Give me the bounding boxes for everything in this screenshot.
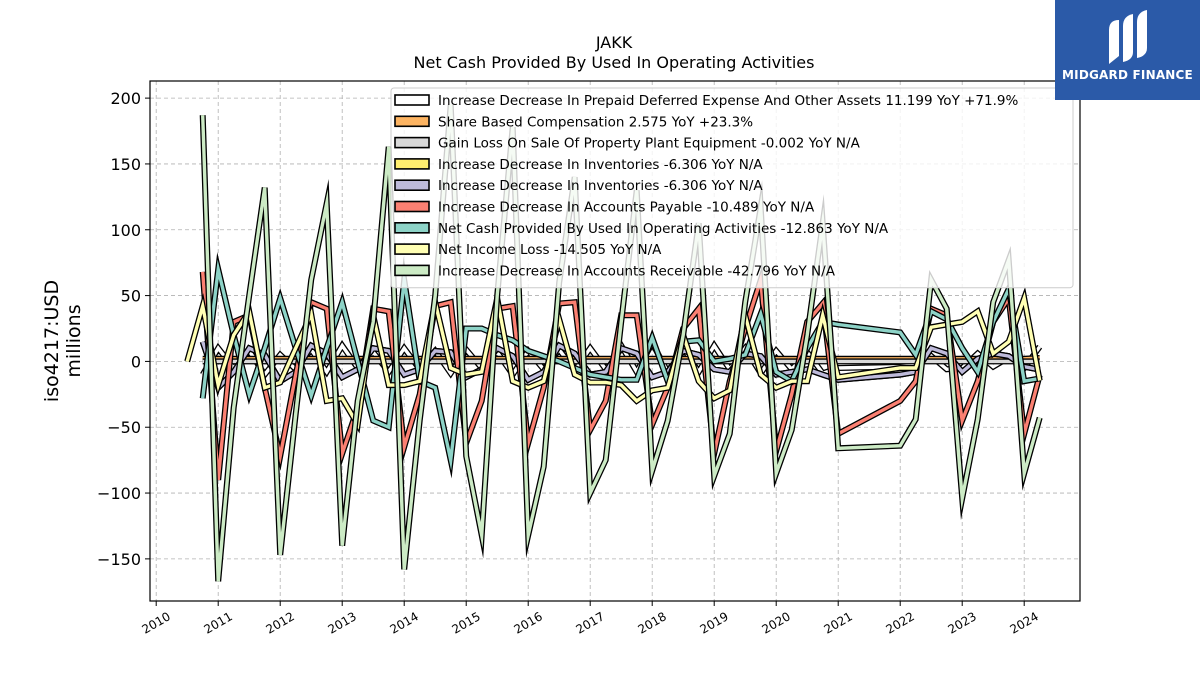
legend-label: Net Income Loss -14.505 YoY N/A: [438, 242, 662, 258]
legend-item: Increase Decrease In Inventories -6.306 …: [394, 157, 763, 173]
y-axis-label: iso4217:USDmillions: [41, 280, 85, 402]
legend-label: Increase Decrease In Accounts Receivable…: [438, 263, 836, 279]
chart-subtitle: Net Cash Provided By Used In Operating A…: [414, 53, 815, 72]
y-axis-label-line: iso4217:USD: [41, 280, 63, 402]
series-9: [199, 104, 1043, 582]
midgard-finance-logo: MIDGARD FINANCE: [1055, 0, 1200, 100]
y-tick-label: 100: [110, 221, 141, 240]
legend-swatch: [394, 222, 430, 234]
y-tick-label: 200: [110, 89, 141, 108]
y-axis-label-line: millions: [63, 304, 85, 377]
legend-item: Increase Decrease In Accounts Payable -1…: [394, 200, 815, 216]
y-tick-label: −50: [107, 418, 141, 437]
legend-swatch: [394, 264, 430, 277]
legend-swatch: [394, 115, 430, 128]
legend-item: Increase Decrease In Prepaid Deferred Ex…: [394, 93, 1018, 109]
legend: Increase Decrease In Prepaid Deferred Ex…: [390, 87, 1074, 289]
y-tick-label: −150: [97, 550, 141, 569]
watermark-label: MIDGARD FINANCE: [1062, 68, 1193, 82]
legend-item: Net Income Loss -14.505 YoY N/A: [394, 242, 662, 258]
legend-swatch: [394, 94, 430, 106]
legend-item: Gain Loss On Sale Of Property Plant Equi…: [394, 136, 861, 152]
legend-swatch: [394, 158, 430, 170]
legend-label: Increase Decrease In Inventories -6.306 …: [438, 178, 763, 194]
midgard-logo-icon: [1109, 10, 1147, 64]
y-tick-label: 0: [131, 352, 141, 371]
series-layer: [184, 104, 1043, 582]
series-line: [185, 289, 1042, 430]
legend-swatch: [394, 179, 430, 191]
legend-box: [390, 87, 1074, 289]
legend-swatch: [394, 136, 430, 149]
legend-item: Increase Decrease In Accounts Receivable…: [394, 263, 836, 279]
legend-label: Share Based Compensation 2.575 YoY +23.3…: [438, 114, 753, 130]
legend-item: Share Based Compensation 2.575 YoY +23.3…: [394, 114, 753, 130]
series-8: [184, 282, 1043, 434]
legend-label: Increase Decrease In Accounts Payable -1…: [438, 200, 815, 216]
legend-label: Increase Decrease In Prepaid Deferred Ex…: [438, 93, 1018, 109]
y-tick-label: 150: [110, 155, 141, 174]
legend-label: Gain Loss On Sale Of Property Plant Equi…: [438, 136, 861, 152]
series-line: [201, 104, 1042, 582]
plot-frame: [149, 80, 1081, 602]
legend-item: Net Cash Provided By Used In Operating A…: [394, 221, 889, 237]
legend-item: Increase Decrease In Inventories -6.306 …: [394, 178, 763, 194]
y-tick-label: 50: [121, 287, 141, 306]
legend-label: Increase Decrease In Inventories -6.306 …: [438, 157, 763, 173]
legend-swatch: [394, 200, 430, 213]
chart-title: JAKK: [595, 33, 633, 52]
legend-label: Net Cash Provided By Used In Operating A…: [438, 221, 889, 237]
legend-swatch: [394, 243, 430, 255]
y-tick-label: −100: [97, 484, 141, 503]
